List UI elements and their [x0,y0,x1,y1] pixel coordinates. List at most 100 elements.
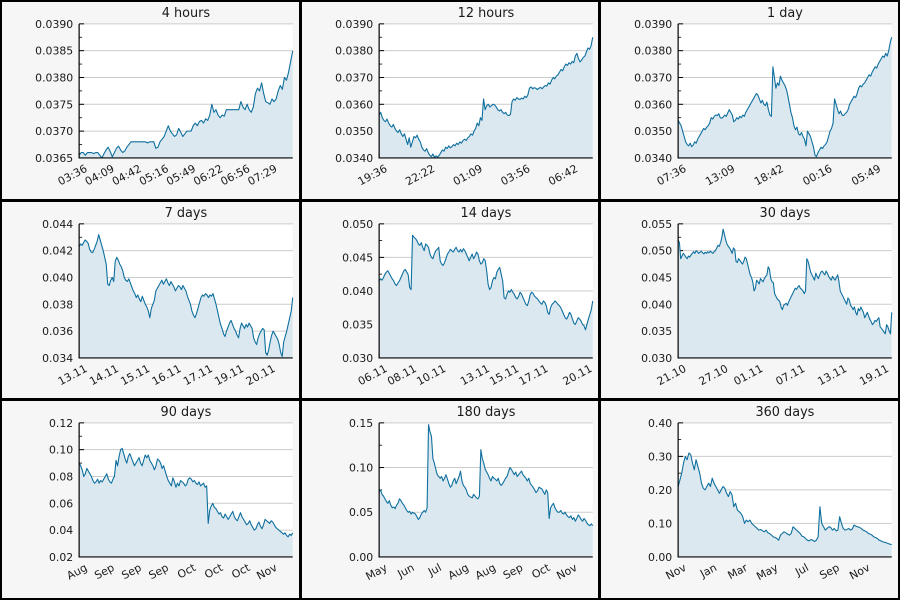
chart-7-days: 0.034 0.036 0.038 0.040 0.042 0.044 13.1114.11… [42,206,294,388]
y-tick-label: 0.0380 [335,45,373,58]
y-tick-label: 0.035 [342,318,373,331]
chart-panel-90-days: 0.02 0.04 0.06 0.08 0.10 0.12 Aug Sep Sep Sep Oct O… [2,401,299,598]
y-tick-label: 0.05 [349,507,373,520]
x-tick-label: 16.11 [150,362,184,388]
x-tick-label: 13:09 [704,162,738,188]
x-tick-label: 14.11 [87,362,121,388]
y-tick-label: 0.0375 [35,98,73,111]
y-tick-label: 0.055 [641,217,672,230]
chart-360-days: 0.00 0.10 0.20 0.30 0.40 Nov Jan Mar May Jul Sep No… [648,405,893,583]
y-tick-label: 0.10 [648,518,672,531]
plot-area: 0.030 0.035 0.040 0.045 0.050 06.1108.1110.11… [342,217,594,387]
chart-title: 12 hours [457,6,514,21]
y-tick-label: 0.0370 [335,71,373,84]
x-tick-label: 17.11 [181,362,215,388]
chart-title: 7 days [165,206,208,221]
plot-area: 0.00 0.10 0.20 0.30 0.40 Nov Jan Mar May Jul Sep No… [648,417,893,583]
chart-title: 90 days [161,405,212,420]
series-layer [378,234,593,358]
x-tick-label: 10.11 [414,362,448,388]
x-tick-label: 05:49 [850,162,884,188]
chart-title: 180 days [456,405,515,420]
y-tick-label: 0.0370 [35,125,73,138]
y-tick-label: 0.0340 [335,152,373,165]
y-tick-label: 0.034 [42,352,73,365]
y-tick-label: 0.0350 [335,125,373,138]
chart-title: 360 days [756,405,815,420]
chart-14-days: 0.030 0.035 0.040 0.045 0.050 06.1108.1110.11… [342,206,594,388]
x-tick-label: Aug [473,561,498,583]
chart-panel-1-day: 0.0340 0.0350 0.0360 0.0370 0.0380 0.0390 07:3… [601,2,898,199]
x-tick-label: Sep [818,561,842,582]
x-tick-label: Aug [446,561,471,583]
y-tick-label: 0.040 [342,285,373,298]
x-tick-label: 19:36 [355,162,389,188]
x-tick-label: May [755,561,781,583]
plot-area: 0.0340 0.0350 0.0360 0.0370 0.0380 0.0390 07:3… [635,18,893,188]
y-tick-label: 0.04 [49,524,73,537]
y-tick-label: 0.0380 [35,71,73,84]
y-tick-label: 0.050 [641,244,672,257]
y-tick-label: 0.0365 [35,152,73,165]
x-tick-label: Sep [147,561,171,582]
y-tick-label: 0.20 [648,484,672,497]
chart-panel-7-days: 0.034 0.036 0.038 0.040 0.042 0.044 13.11 14.11… [2,201,299,399]
x-tick-label: 13.11 [56,362,90,388]
y-tick-label: 0.040 [641,298,672,311]
x-tick-label: Nov [848,561,873,583]
series-layer [78,50,294,159]
x-tick-label: Jul [793,561,812,579]
x-tick-label: 01.11 [732,362,766,388]
y-tick-label: 0.0390 [635,18,673,31]
x-tick-label: 27.10 [697,362,731,388]
x-tick-label: 00:16 [801,162,835,188]
y-tick-label: 0.06 [49,498,73,511]
x-tick-label: 07:29 [246,162,280,188]
y-tick-label: 0.0340 [635,152,673,165]
y-tick-label: 0.12 [49,417,73,430]
plot-area: 0.030 0.035 0.040 0.045 0.050 0.055 21.10 27.10… [641,217,893,388]
chart-panel-360-days: 0.00 0.10 0.20 0.30 0.40 Nov Jan Mar May Jul Sep No… [601,401,898,598]
y-tick-label: 0.10 [49,444,73,457]
x-tick-label: 15.11 [487,362,521,388]
chart-panel-14-days: 0.030 0.035 0.040 0.045 0.050 06.11 08.11 10.11… [301,201,599,399]
y-tick-label: 0.40 [648,417,672,430]
series-layer [677,228,893,358]
x-tick-label: 13.11 [816,362,850,388]
chart-panel-180-days: 0.00 0.05 0.10 0.15 May Jun Jul Aug Aug Sep Oct Nov… [301,401,599,598]
chart-panel-12-hours: 0.0340 0.0350 0.0360 0.0370 0.0380 0.0390 19:3… [301,2,599,199]
series-layer [378,37,593,158]
plot-area: 0.03650.03700.03750.03800.03850.039003:3… [35,18,294,188]
x-tick-label: 08.11 [385,362,419,388]
x-tick-label: Oct [529,561,552,582]
y-tick-label: 0.045 [641,271,672,284]
y-tick-label: 0.045 [342,251,373,264]
y-tick-label: 0.30 [648,451,672,464]
x-tick-label: Nov [254,561,279,583]
x-tick-label: 01:09 [451,162,485,188]
series-layer [677,37,893,158]
x-tick-label: 06.11 [356,362,390,388]
chart-4-hours: 0.03650.03700.03750.03800.03850.039003:3… [35,6,294,188]
x-tick-label: 07:36 [655,162,689,188]
y-tick-label: 0.10 [349,462,373,475]
y-tick-label: 0.0370 [635,71,673,84]
y-tick-label: 0.00 [648,551,672,564]
x-tick-label: 13.11 [458,362,492,388]
x-tick-label: Nov [554,561,579,583]
x-tick-label: 06:42 [546,162,580,188]
x-tick-label: Jun [394,561,416,581]
x-tick-label: Mar [726,561,751,582]
x-tick-label: May [363,561,389,583]
chart-panel-4-hours: 0.0365 0.0370 0.0375 0.0380 0.0385 0.0390 03:3… [2,2,299,199]
y-tick-label: 0.0350 [635,125,673,138]
x-tick-label: Oct [202,561,225,582]
y-tick-label: 0.042 [42,244,73,257]
y-tick-label: 0.15 [349,417,373,430]
y-tick-label: 0.0390 [335,18,373,31]
